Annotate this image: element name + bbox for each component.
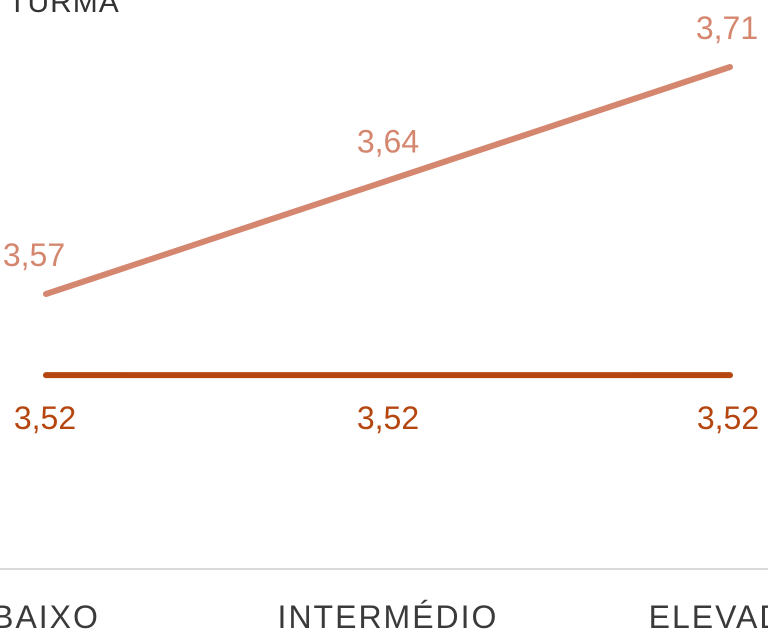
chart-title: A TURMA [0,0,120,19]
series-2-data-label: 3,52 [697,400,759,436]
series-1-data-label: 3,71 [696,10,758,46]
series-layer: 3,57 3,64 3,71 3,52 3,52 3,52 [3,10,759,436]
series-1-data-label: 3,64 [357,124,419,160]
series-1-data-label: 3,57 [3,237,65,273]
series-1-line [43,64,733,297]
series-2-data-label: 3,52 [357,400,419,436]
series-2-data-label: 3,52 [14,400,76,436]
category-label: INTERMÉDIO [278,599,499,634]
category-labels: BAIXO INTERMÉDIO ELEVADO [0,599,768,634]
category-label: ELEVADO [649,599,768,634]
category-label: BAIXO [0,599,100,634]
